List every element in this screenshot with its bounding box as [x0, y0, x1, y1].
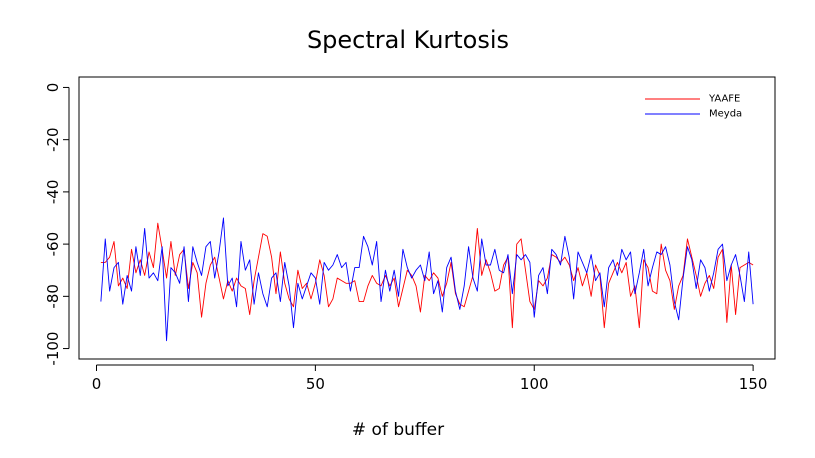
- y-tick-label: -40: [44, 180, 62, 205]
- y-tick-label: -100: [44, 332, 62, 366]
- x-tick-label: 50: [306, 375, 325, 393]
- y-tick-label: -80: [44, 284, 62, 309]
- x-tick-label: 150: [739, 375, 768, 393]
- chart-title: Spectral Kurtosis: [307, 26, 509, 54]
- x-axis: 0 50 100 150: [92, 364, 768, 393]
- legend-label-meyda: Meyda: [709, 109, 742, 120]
- x-tick-label: 100: [520, 375, 549, 393]
- y-axis: 0 -20 -40 -60 -80 -100: [44, 83, 70, 366]
- legend-label-yaafe: YAAFE: [708, 94, 740, 105]
- y-tick-label: -60: [44, 232, 62, 257]
- series-line-yaafe: [100, 222, 754, 329]
- series-layer: [100, 217, 754, 342]
- series-line-meyda: [100, 217, 754, 342]
- legend: YAAFE Meyda: [645, 94, 742, 120]
- x-axis-label: # of buffer: [352, 420, 444, 440]
- y-tick-label: -20: [44, 127, 62, 152]
- y-tick-label: 0: [44, 83, 62, 93]
- plot-area-frame: [78, 76, 776, 360]
- x-tick-label: 0: [92, 375, 102, 393]
